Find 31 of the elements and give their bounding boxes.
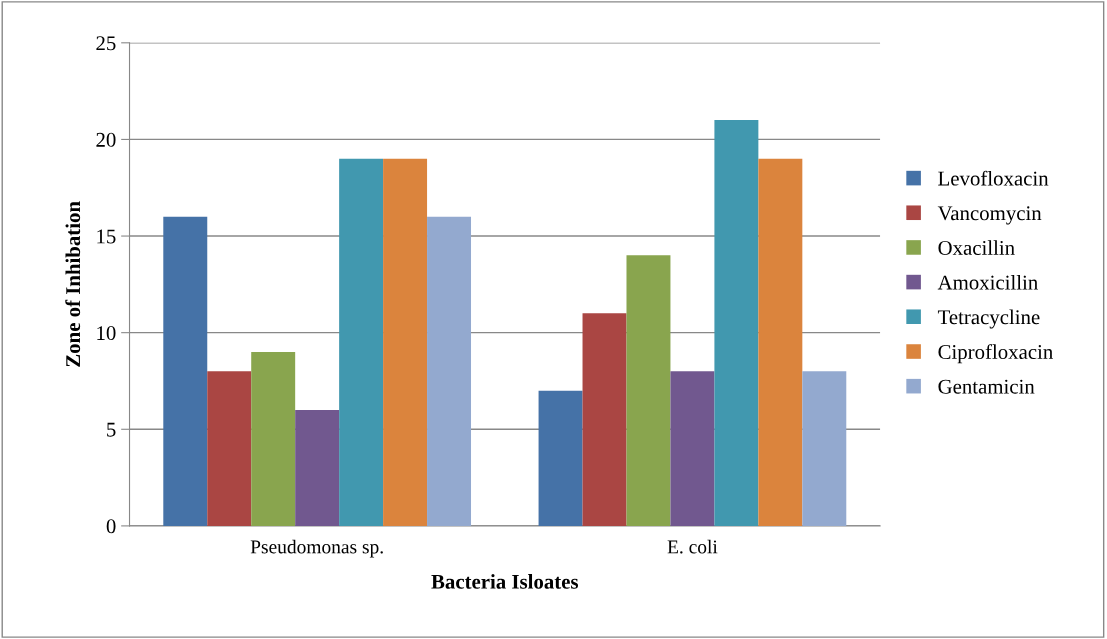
bar	[207, 371, 252, 526]
bar	[670, 371, 715, 526]
bar	[626, 255, 671, 526]
bar	[383, 158, 428, 526]
y-tick-label: 15	[97, 229, 116, 244]
legend-label: Tetracycline	[937, 309, 1040, 329]
bar	[538, 390, 583, 526]
y-axis-title: Zone of Inhibation	[65, 201, 81, 367]
legend-label: Amoxicillin	[937, 274, 1038, 290]
bar	[295, 409, 340, 526]
bar	[802, 371, 847, 526]
bar	[339, 158, 384, 526]
y-tick-label: 0	[106, 519, 116, 534]
bar	[163, 216, 208, 526]
legend-label: Gentamicin	[938, 379, 1035, 394]
y-tick-label: 25	[96, 36, 116, 51]
x-tick-label: E. coli	[667, 539, 718, 554]
bar	[758, 158, 803, 526]
legend-label: Levofloxacin	[938, 170, 1049, 186]
bar	[251, 351, 296, 526]
y-tick-label: 5	[107, 422, 116, 437]
bar	[582, 313, 627, 526]
bar	[427, 216, 472, 526]
y-tick-label: 10	[97, 326, 116, 341]
legend-label: Vancomycin	[937, 206, 1042, 225]
legend-label: Oxacillin	[938, 240, 1015, 255]
y-tick-label: 20	[96, 132, 116, 147]
x-tick-label: Pseudomonas sp.	[250, 539, 383, 558]
legend-label: Ciprofloxacin	[938, 344, 1053, 364]
bar	[714, 120, 759, 526]
x-axis-title: Bacteria Isloates	[431, 574, 579, 589]
